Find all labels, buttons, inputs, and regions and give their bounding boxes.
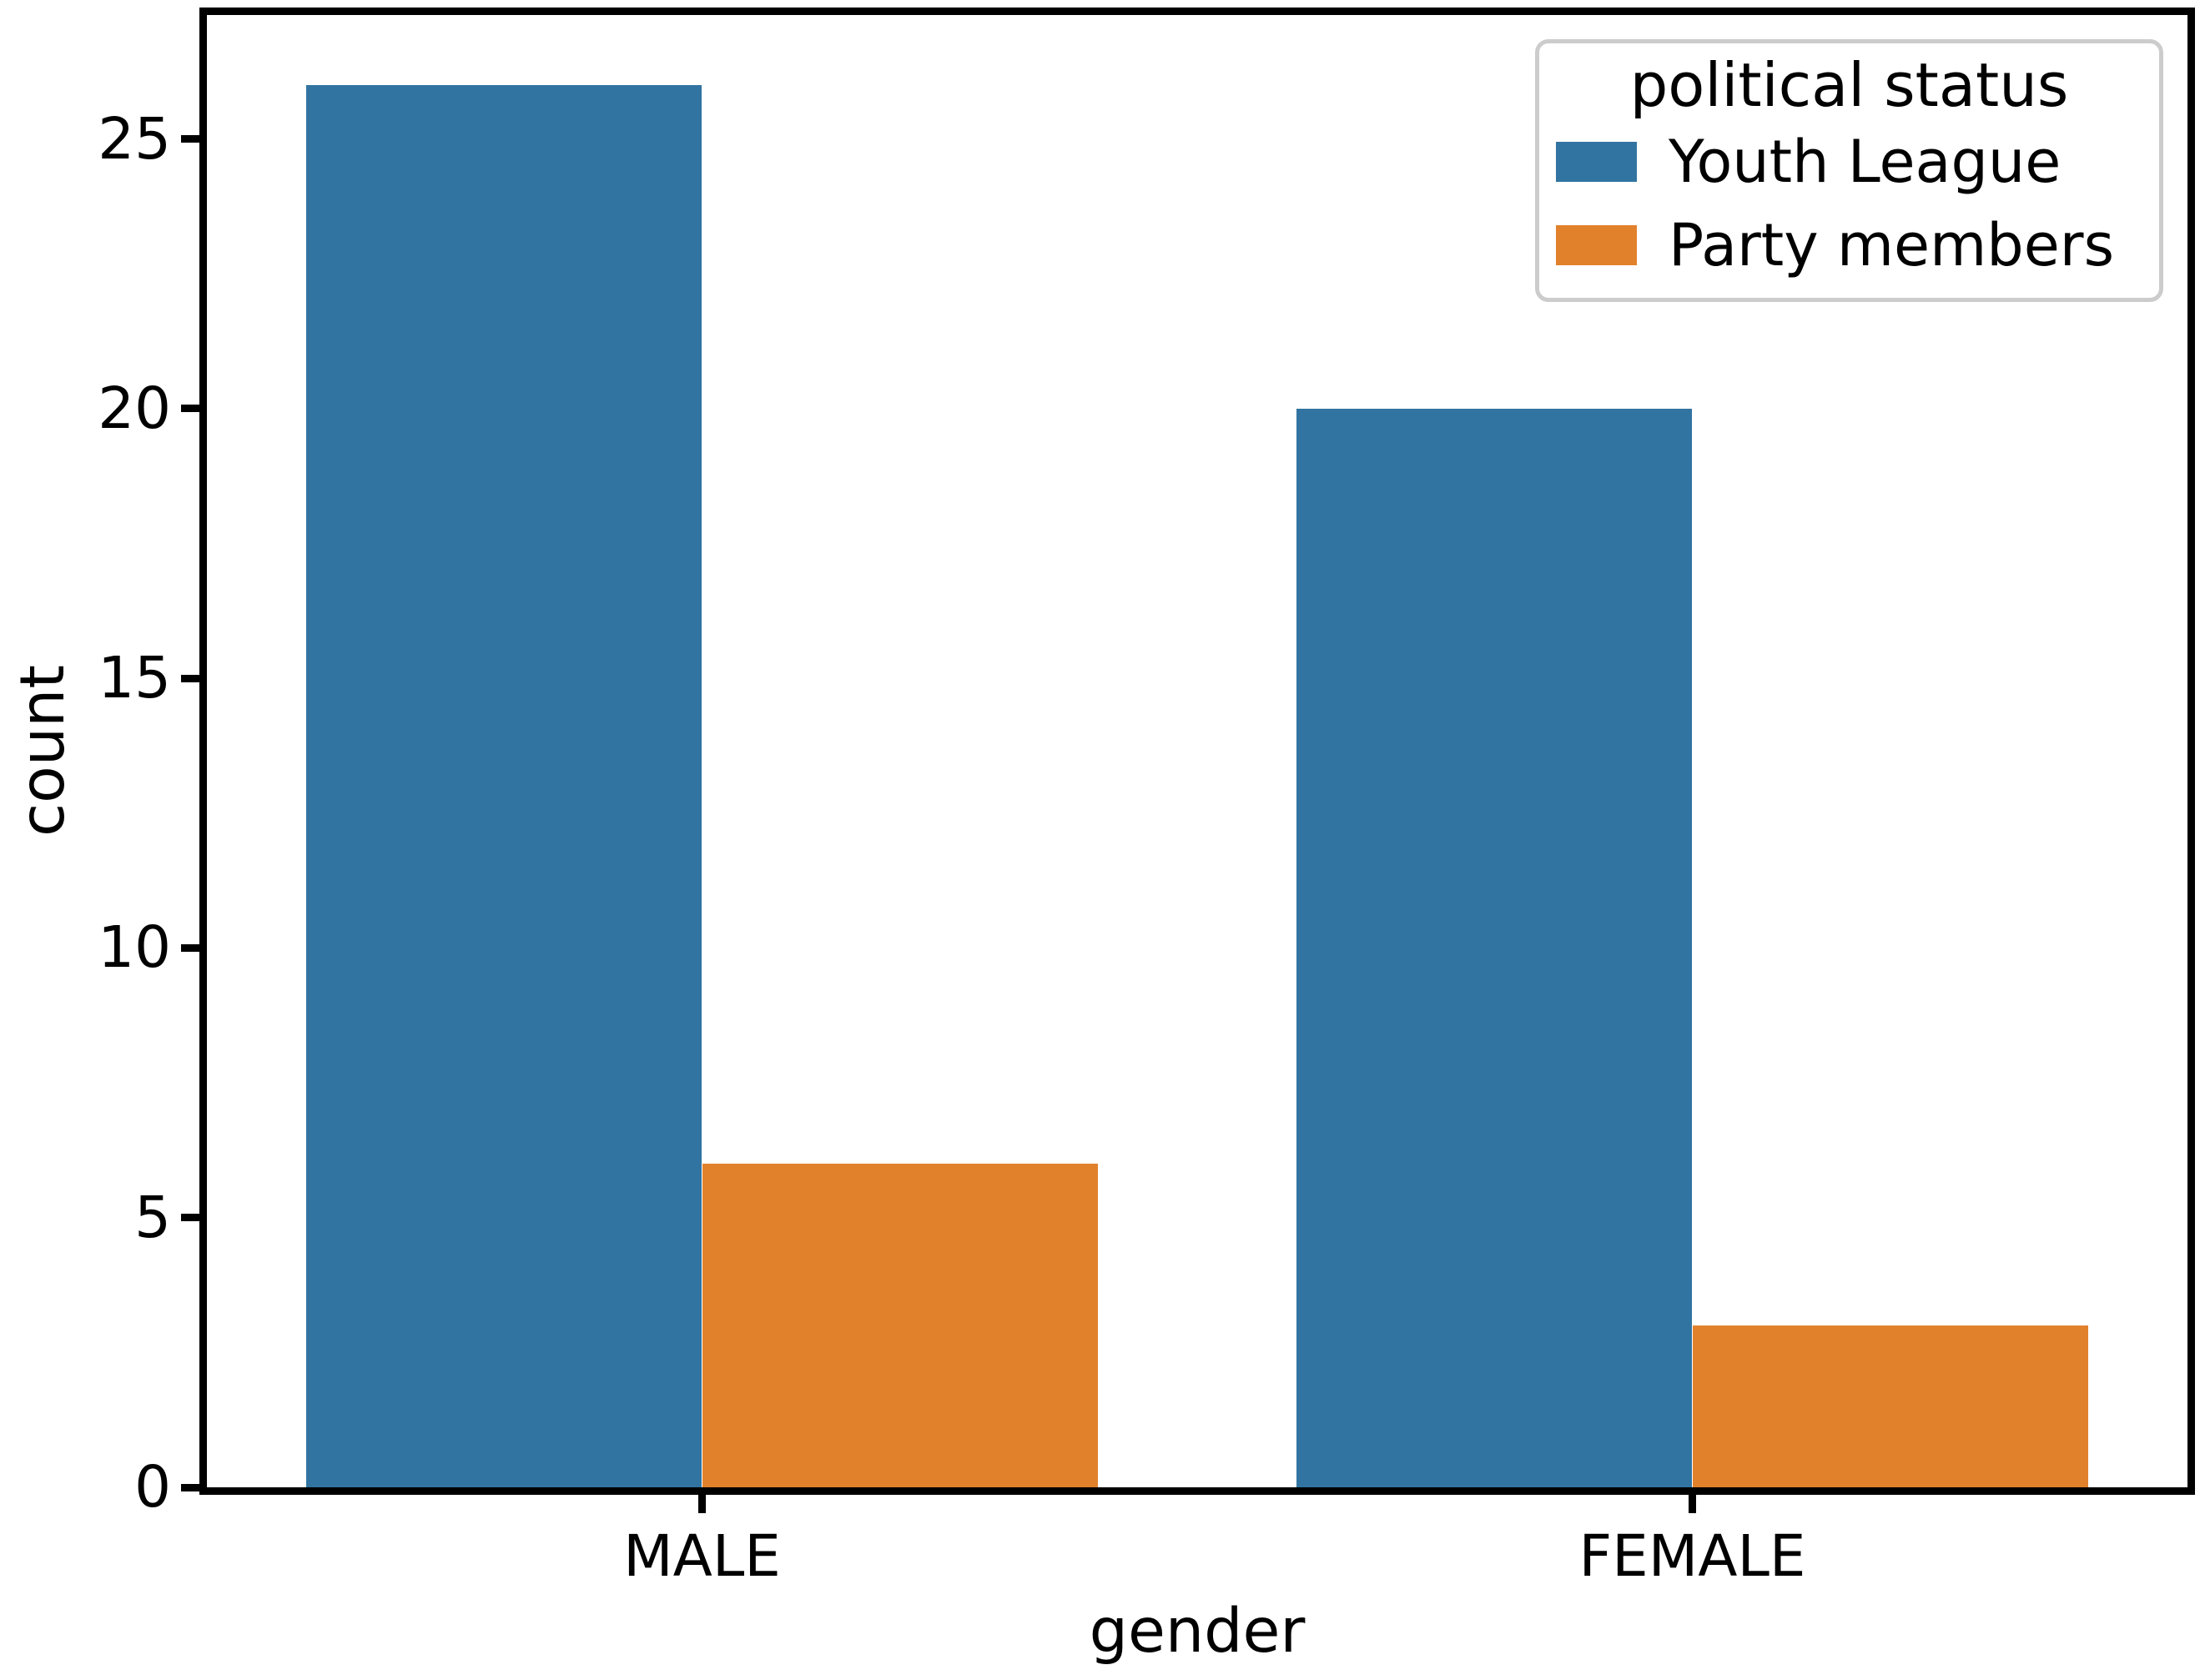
y-tick-label-0: 0 — [134, 1454, 171, 1521]
y-tick-0 — [181, 1483, 199, 1491]
legend-swatch-party-members — [1556, 225, 1637, 265]
y-tick-25 — [181, 135, 199, 143]
bar-female-party-members — [1692, 1325, 2089, 1487]
y-tick-label-10: 10 — [98, 914, 171, 982]
y-axis-label: count — [8, 665, 78, 837]
y-tick-label-25: 25 — [98, 105, 171, 173]
y-tick-label-5: 5 — [134, 1184, 171, 1251]
bar-male-party-members — [702, 1164, 1099, 1487]
x-tick-male — [698, 1495, 706, 1513]
x-tick-label-male: MALE — [623, 1523, 781, 1590]
legend-title: political status — [1629, 50, 2069, 120]
legend-swatch-youth-league — [1556, 142, 1637, 182]
y-tick-10 — [181, 943, 199, 952]
legend-row-youth-league: Youth League — [1556, 120, 2142, 204]
bar-female-youth-league — [1296, 408, 1693, 1487]
legend-row-party-members: Party members — [1556, 204, 2142, 287]
bar-male-youth-league — [305, 85, 702, 1487]
plot-area — [199, 8, 2195, 1495]
x-tick-label-female: FEMALE — [1578, 1523, 1806, 1590]
legend-label-party-members: Party members — [1669, 211, 2115, 279]
y-tick-20 — [181, 405, 199, 413]
y-tick-label-15: 15 — [98, 645, 171, 712]
y-tick-5 — [181, 1214, 199, 1222]
x-axis-label: gender — [1089, 1596, 1306, 1667]
y-tick-15 — [181, 674, 199, 682]
y-tick-label-20: 20 — [98, 375, 171, 442]
legend-label-youth-league: Youth League — [1669, 128, 2062, 196]
x-tick-female — [1689, 1495, 1696, 1513]
legend-rows: Youth League Party members — [1556, 120, 2142, 287]
legend: political status Youth League Party membe… — [1535, 39, 2163, 302]
